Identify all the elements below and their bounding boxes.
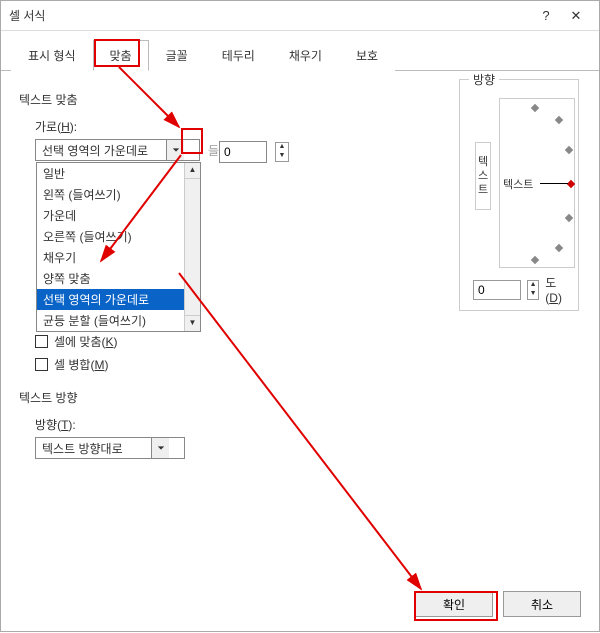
direction-label-row: 방향(T): bbox=[35, 416, 581, 433]
scroll-up-icon[interactable]: ▲ bbox=[185, 163, 200, 179]
tab-strip: 표시 형식 맞춤 글꼴 테두리 채우기 보호 bbox=[1, 31, 599, 71]
merge-cells-row[interactable]: 셀 병합(M) bbox=[35, 356, 581, 373]
horiz-option-center-across[interactable]: 선택 영역의 가운데로 bbox=[37, 289, 200, 310]
horiz-option-fill[interactable]: 채우기 bbox=[37, 247, 200, 268]
indent-input[interactable] bbox=[219, 141, 267, 163]
horiz-align-value: 선택 영역의 가운데로 bbox=[36, 142, 166, 159]
degree-row: ▲▼ 도(D) bbox=[469, 274, 569, 305]
dropdown-scrollbar[interactable]: ▲ ▼ bbox=[184, 163, 200, 331]
direction-select-row: 텍스트 방향대로 bbox=[35, 437, 581, 459]
horiz-option-distributed[interactable]: 균등 분할 (들여쓰기) bbox=[37, 310, 200, 331]
dropdown-arrow-icon[interactable] bbox=[166, 140, 184, 160]
dial-dot-icon bbox=[565, 146, 573, 154]
help-icon[interactable]: ? bbox=[531, 8, 561, 23]
spin-up-icon[interactable]: ▲ bbox=[528, 281, 538, 290]
close-icon[interactable]: ✕ bbox=[561, 8, 591, 24]
vertical-text-button[interactable]: 텍 스 트 bbox=[475, 142, 491, 210]
dial-line-icon bbox=[540, 183, 568, 184]
dial-dot-selected-icon bbox=[567, 180, 575, 188]
fit-to-cell-row[interactable]: 셀에 맞춤(K) bbox=[35, 333, 581, 350]
tab-protection[interactable]: 보호 bbox=[339, 40, 395, 71]
indent-spinner[interactable]: ▲▼ bbox=[275, 142, 289, 162]
horiz-option-center[interactable]: 가운데 bbox=[37, 205, 200, 226]
orientation-text-label: 텍스트 bbox=[503, 176, 533, 192]
horiz-option-justify[interactable]: 양쪽 맞춤 bbox=[37, 268, 200, 289]
title-bar: 셀 서식 ? ✕ bbox=[1, 1, 599, 31]
tab-font[interactable]: 글꼴 bbox=[149, 40, 205, 71]
horiz-label: 가로(H): bbox=[35, 118, 77, 135]
ok-button[interactable]: 확인 bbox=[415, 591, 493, 617]
tab-alignment[interactable]: 맞춤 bbox=[93, 40, 149, 71]
horiz-align-select[interactable]: 선택 영역의 가운데로 일반 왼쪽 (들여쓰기) 가운데 오른쪽 (들여쓰기) … bbox=[35, 139, 200, 161]
window-title: 셀 서식 bbox=[9, 7, 45, 24]
dial-dot-icon bbox=[555, 244, 563, 252]
dialog-window: 셀 서식 ? ✕ 표시 형식 맞춤 글꼴 테두리 채우기 보호 방향 텍 스 트 bbox=[0, 0, 600, 632]
horiz-align-dropdown: 일반 왼쪽 (들여쓰기) 가운데 오른쪽 (들여쓰기) 채우기 양쪽 맞춤 선택… bbox=[36, 162, 201, 332]
merge-checkbox[interactable] bbox=[35, 358, 48, 371]
cancel-button[interactable]: 취소 bbox=[503, 591, 581, 617]
tab-border[interactable]: 테두리 bbox=[205, 40, 272, 71]
direction-select[interactable]: 텍스트 방향대로 bbox=[35, 437, 185, 459]
dial-dot-icon bbox=[531, 256, 539, 264]
tab-fill[interactable]: 채우기 bbox=[272, 40, 339, 71]
text-direction-section-title: 텍스트 방향 bbox=[19, 389, 581, 406]
dialog-footer: 확인 취소 bbox=[415, 591, 581, 617]
spin-down-icon[interactable]: ▼ bbox=[528, 290, 538, 299]
merge-label: 셀 병합(M) bbox=[54, 356, 108, 373]
spin-up-icon[interactable]: ▲ bbox=[276, 143, 288, 152]
dial-dot-icon bbox=[555, 116, 563, 124]
degree-spinner[interactable]: ▲▼ bbox=[527, 280, 539, 300]
direction-value: 텍스트 방향대로 bbox=[36, 440, 151, 457]
direction-label: 방향(T): bbox=[35, 416, 76, 433]
dropdown-arrow-icon[interactable] bbox=[151, 438, 169, 458]
dial-dot-icon bbox=[531, 104, 539, 112]
orientation-preview[interactable]: 텍 스 트 텍스트 bbox=[469, 92, 569, 272]
orientation-legend: 방향 bbox=[469, 71, 499, 88]
horiz-option-general[interactable]: 일반 bbox=[37, 163, 200, 184]
dial-dot-icon bbox=[565, 214, 573, 222]
dialog-content: 방향 텍 스 트 텍스트 bbox=[1, 71, 599, 477]
horiz-option-right[interactable]: 오른쪽 (들여쓰기) bbox=[37, 226, 200, 247]
tab-number-format[interactable]: 표시 형식 bbox=[11, 40, 93, 71]
fit-checkbox[interactable] bbox=[35, 335, 48, 348]
orientation-group: 방향 텍 스 트 텍스트 bbox=[459, 71, 579, 311]
fit-label: 셀에 맞춤(K) bbox=[54, 333, 118, 350]
degree-label: 도(D) bbox=[545, 274, 569, 305]
scroll-down-icon[interactable]: ▼ bbox=[185, 315, 200, 331]
degree-input[interactable] bbox=[473, 280, 521, 300]
spin-down-icon[interactable]: ▼ bbox=[276, 152, 288, 161]
horiz-option-left[interactable]: 왼쪽 (들여쓰기) bbox=[37, 184, 200, 205]
